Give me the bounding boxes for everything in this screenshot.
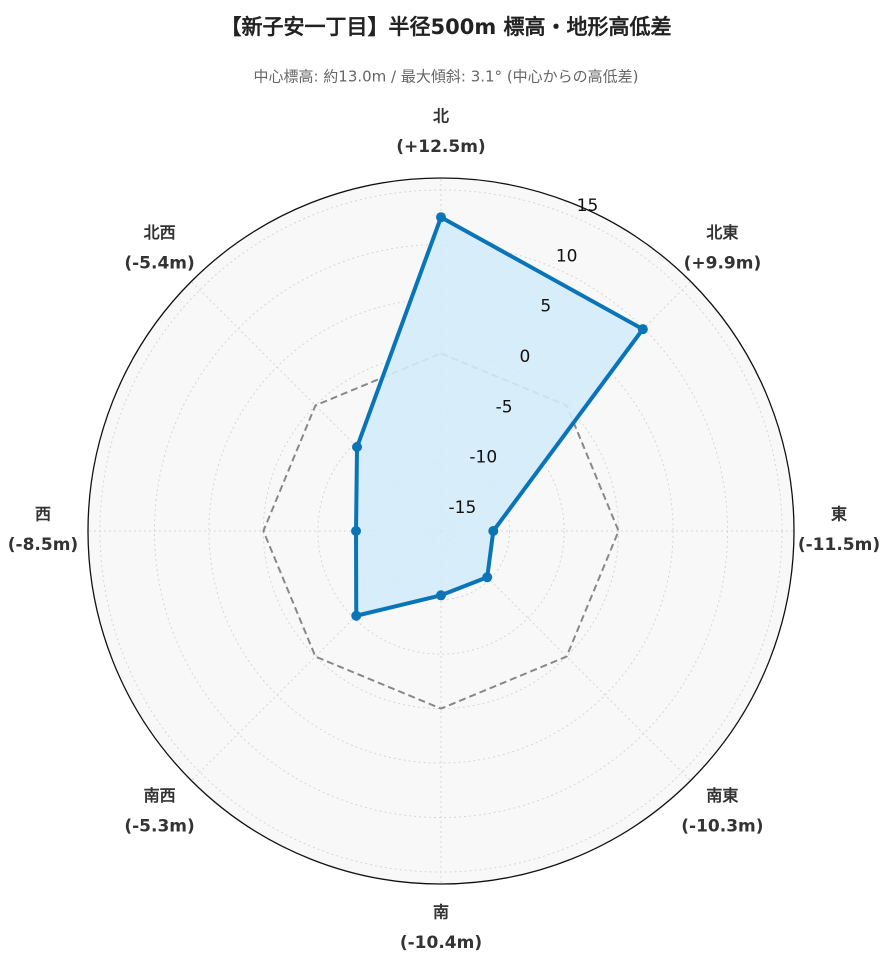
radial-tick-label: -10 (469, 448, 497, 468)
value-label: (-5.3m) (124, 816, 194, 836)
value-label: (-10.4m) (400, 933, 482, 953)
data-point (436, 590, 446, 601)
category-label: 北西 (144, 223, 176, 242)
data-point (482, 572, 493, 583)
grid-circle (208, 298, 674, 764)
category-label: 南 (433, 903, 449, 922)
data-point (351, 610, 362, 621)
data-point (637, 324, 648, 335)
data-point (436, 212, 446, 223)
chart-subtitle: 中心標高: 約13.0m / 最大傾斜: 3.1° (中心からの高低差) (253, 68, 638, 86)
spoke (440, 530, 691, 781)
chart-title: 【新子安一丁目】半径500m 標高・地形高低差 (220, 15, 671, 39)
value-label: (-5.4m) (124, 254, 194, 274)
radial-tick-label: 10 (556, 246, 578, 266)
category-label: 西 (35, 505, 51, 524)
category-label: 北 (433, 107, 449, 126)
data-point (351, 526, 362, 536)
value-label: (-11.5m) (798, 535, 880, 555)
value-label: (+9.9m) (684, 254, 762, 274)
value-label: (+12.5m) (396, 137, 485, 157)
radial-tick-label: 5 (540, 297, 551, 317)
radial-tick-label: 0 (520, 347, 531, 367)
data-point (352, 442, 363, 453)
reference-line (262, 352, 620, 710)
value-label: (-10.3m) (681, 816, 763, 836)
radial-tick-label: -15 (449, 498, 477, 518)
category-label: 南東 (706, 786, 738, 805)
category-label: 南西 (144, 786, 176, 805)
value-label: (-8.5m) (8, 535, 78, 555)
data-point (488, 526, 499, 536)
radial-tick-label: 15 (577, 196, 599, 216)
spoke (191, 530, 442, 781)
spoke (191, 281, 442, 532)
category-label: 東 (831, 505, 847, 524)
radial-tick-label: -5 (496, 397, 513, 417)
category-label: 北東 (706, 223, 738, 242)
grid-circle (317, 407, 565, 655)
polar-frame (87, 177, 795, 885)
